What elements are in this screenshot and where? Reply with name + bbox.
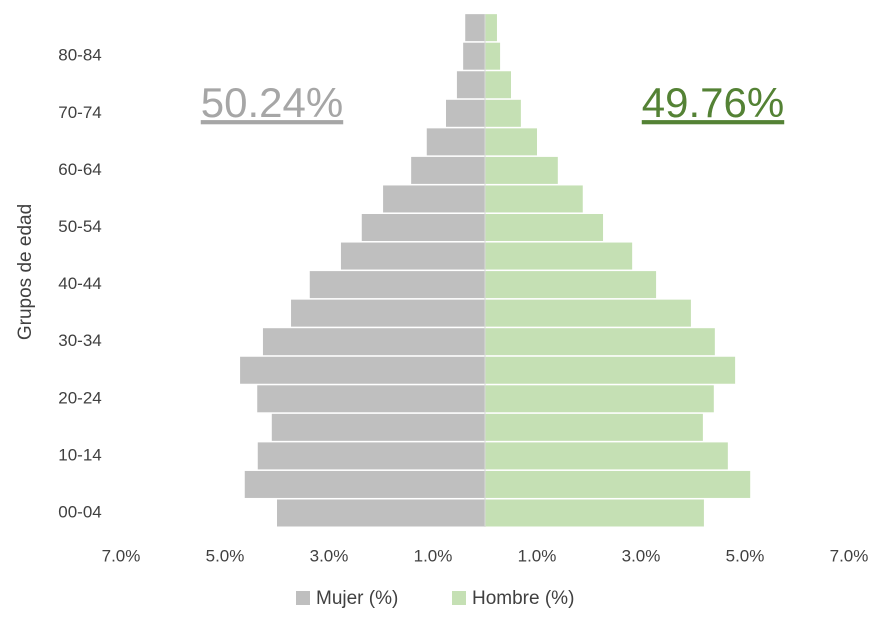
x-tick-label: 5.0% — [726, 546, 765, 565]
x-tick-label: 3.0% — [310, 546, 349, 565]
bar — [465, 14, 485, 42]
bar — [485, 499, 704, 527]
y-tick-label: 80-84 — [58, 46, 101, 65]
bar — [485, 413, 703, 441]
x-tick-label: 5.0% — [206, 546, 245, 565]
bar — [485, 356, 736, 384]
bar — [485, 442, 728, 470]
bar — [271, 413, 485, 441]
bar — [485, 156, 558, 184]
bar — [485, 185, 583, 213]
bar — [291, 299, 485, 327]
bar — [446, 99, 485, 127]
bar — [463, 42, 485, 70]
legend-label: Mujer (%) — [316, 588, 398, 609]
bar — [485, 128, 537, 156]
bar — [340, 242, 485, 270]
bar — [485, 14, 497, 42]
bar — [485, 71, 511, 99]
legend-swatch — [296, 591, 310, 605]
bar — [485, 299, 691, 327]
bar — [485, 242, 633, 270]
bar — [244, 470, 485, 498]
y-tick-label: 10-14 — [58, 445, 101, 464]
bar — [485, 271, 657, 299]
legend-label: Hombre (%) — [472, 588, 574, 609]
bar — [361, 214, 485, 241]
bar — [485, 214, 604, 241]
bar — [485, 99, 521, 127]
x-tick-label: 1.0% — [518, 546, 557, 565]
annotation: 49.76% — [642, 79, 784, 126]
y-axis-label: Grupos de edad — [15, 204, 36, 340]
y-tick-label: 70-74 — [58, 103, 101, 122]
bar — [485, 328, 715, 356]
x-tick-label: 3.0% — [622, 546, 661, 565]
bar — [485, 385, 714, 413]
annotation: 50.24% — [201, 79, 343, 126]
bar — [411, 156, 485, 184]
bar — [277, 499, 485, 527]
bar — [309, 271, 485, 299]
bar — [240, 356, 485, 384]
x-tick-label: 1.0% — [414, 546, 453, 565]
y-tick-label: 60-64 — [58, 160, 101, 179]
y-tick-label: 20-24 — [58, 388, 101, 407]
y-tick-label: 00-04 — [58, 502, 101, 521]
bar — [383, 185, 485, 213]
y-tick-label: 30-34 — [58, 331, 101, 350]
bar — [485, 470, 751, 498]
y-tick-label: 40-44 — [58, 274, 101, 293]
legend-swatch — [452, 591, 466, 605]
x-tick-label: 7.0% — [830, 546, 869, 565]
bar — [257, 442, 485, 470]
bar — [426, 128, 485, 156]
bar — [257, 385, 485, 413]
bar — [262, 328, 485, 356]
bar — [485, 42, 501, 70]
y-tick-label: 50-54 — [58, 217, 101, 236]
bar — [456, 71, 485, 99]
x-tick-label: 7.0% — [102, 546, 141, 565]
